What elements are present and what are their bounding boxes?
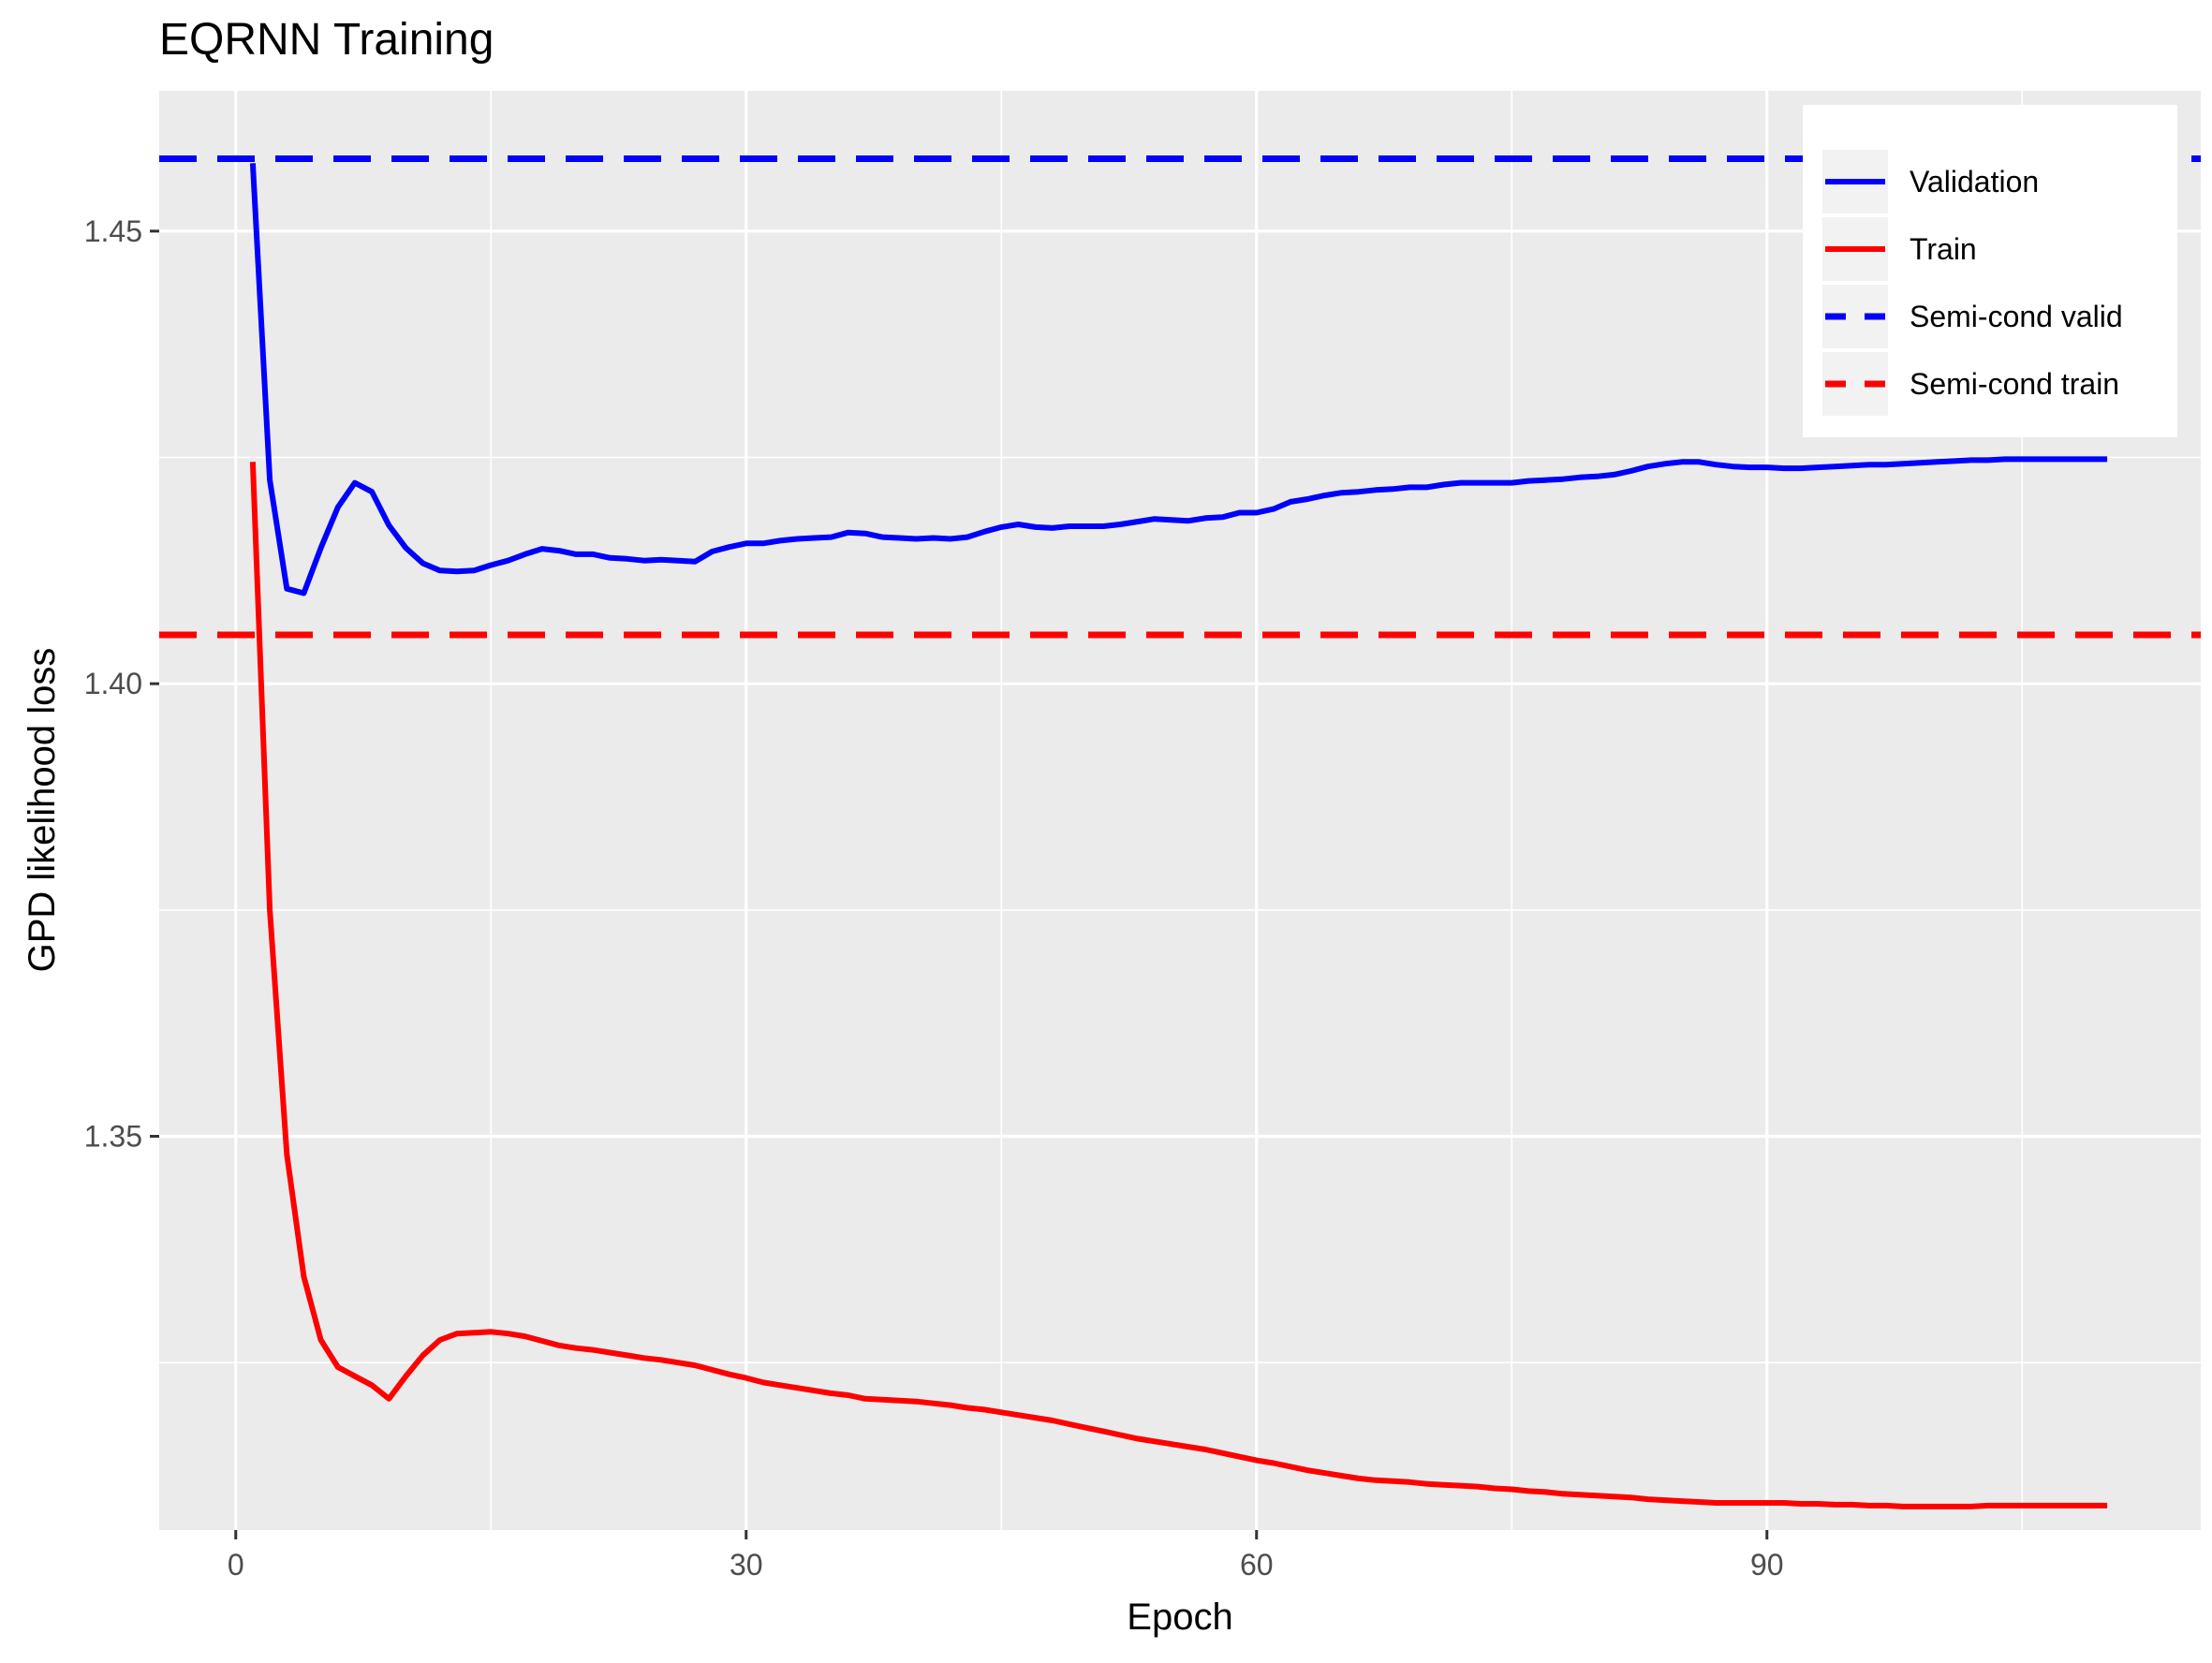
legend-label: Validation bbox=[1910, 165, 2039, 199]
axis-layer: 0 30 60 90 1.35 1.40 1.45 bbox=[84, 214, 1784, 1582]
x-tick-label: 0 bbox=[228, 1548, 244, 1582]
x-tick-label: 60 bbox=[1240, 1548, 1274, 1582]
y-axis-title: GPD likelihood loss bbox=[22, 648, 63, 973]
series-validation-line bbox=[249, 163, 2108, 596]
chart-title: EQRNN Training bbox=[159, 15, 494, 65]
x-tick-label: 30 bbox=[730, 1548, 763, 1582]
legend: Validation Train Semi-cond valid Semi-cond … bbox=[1803, 105, 2177, 437]
legend-label: Train bbox=[1910, 232, 1977, 266]
y-tick-label: 1.40 bbox=[84, 667, 142, 700]
series-train-line bbox=[249, 462, 2108, 1509]
legend-label: Semi-cond train bbox=[1910, 367, 2119, 401]
y-tick-label: 1.45 bbox=[84, 214, 142, 248]
x-tick-label: 90 bbox=[1750, 1548, 1784, 1582]
grid-layer bbox=[159, 91, 2201, 1530]
y-tick-label: 1.35 bbox=[84, 1120, 142, 1154]
legend-label: Semi-cond valid bbox=[1910, 300, 2123, 333]
x-axis-title: Epoch bbox=[1127, 1597, 1232, 1638]
